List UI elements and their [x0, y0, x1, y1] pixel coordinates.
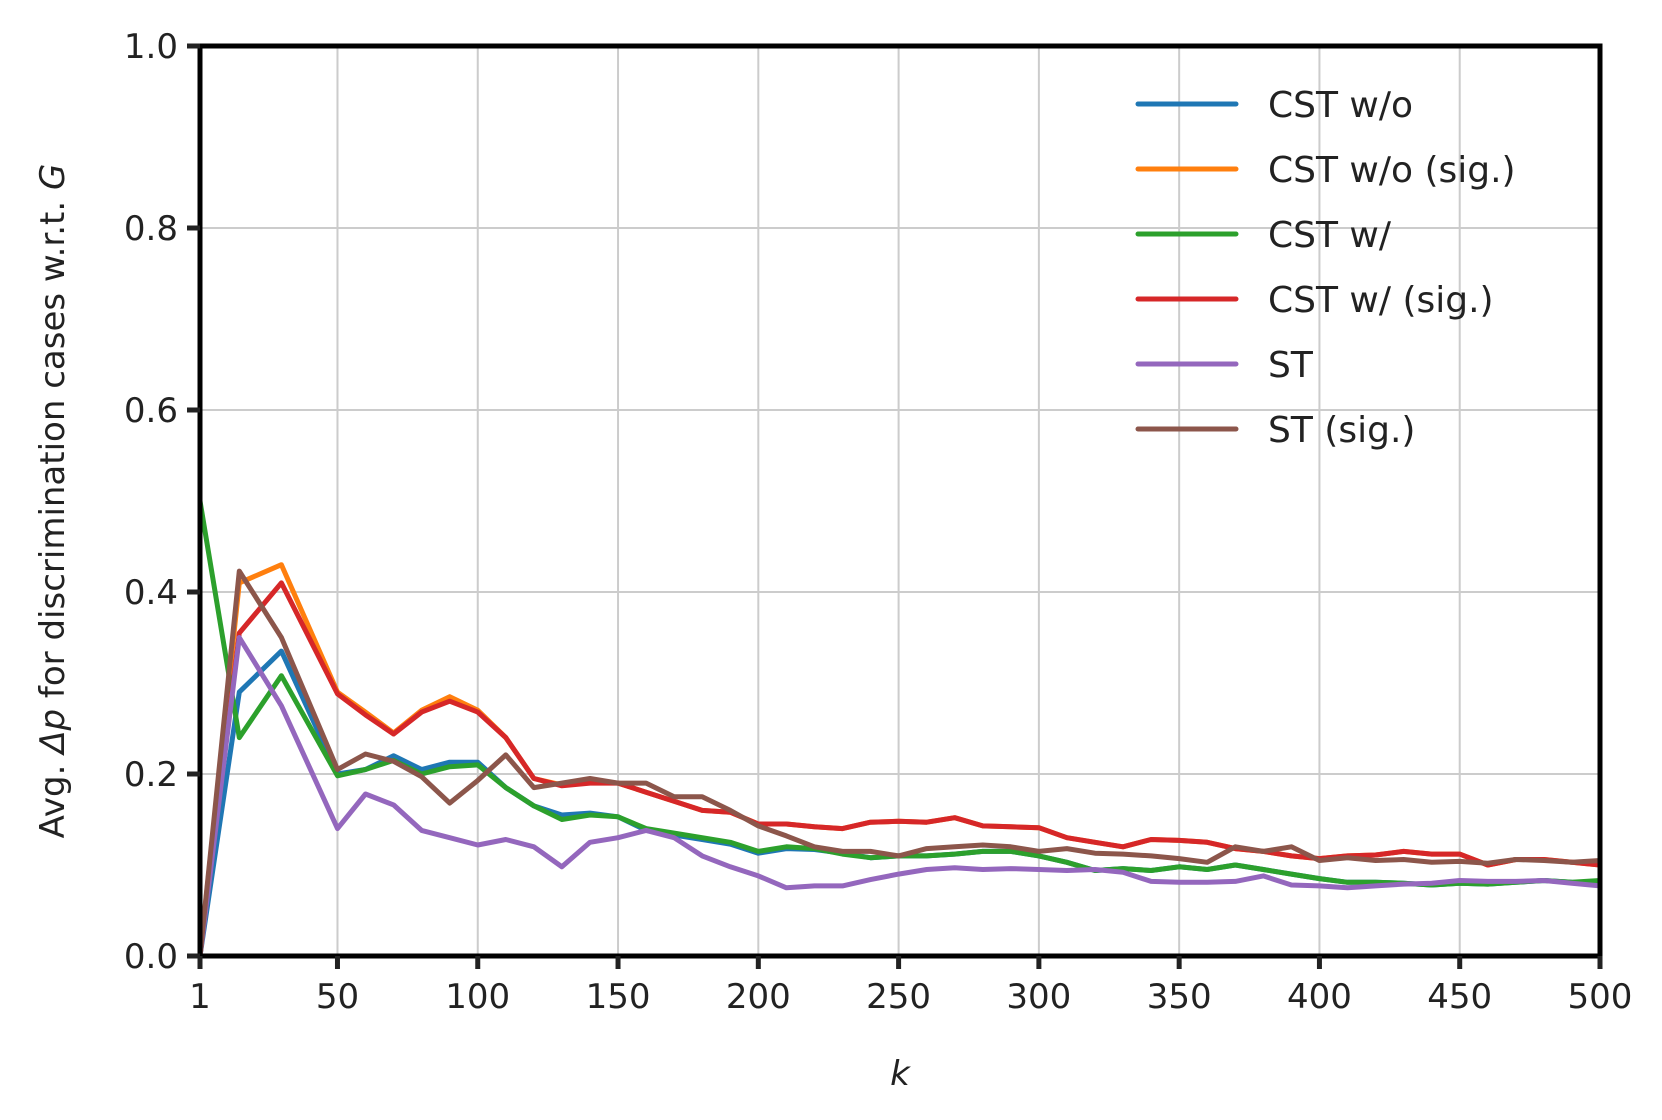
x-tick-label-4: 200 [726, 977, 791, 1017]
y-tick-label-1: 0.2 [124, 755, 178, 795]
legend: CST w/o CST w/o (sig.) CST w/CST w/ (sig.)… [1135, 85, 1516, 451]
x-tick-label-7: 350 [1147, 977, 1212, 1017]
legend-label-5: ST (sig.) [1268, 410, 1415, 451]
x-tick-label-6: 300 [1006, 977, 1071, 1017]
legend-label-1: CST w/o (sig.) [1268, 150, 1516, 191]
y-tick-label-2: 0.4 [124, 573, 178, 613]
y-tick-label-3: 0.6 [124, 391, 178, 431]
x-axis-label: k [890, 1054, 911, 1094]
y-tick-label-0: 0.0 [124, 937, 178, 977]
x-tick-label-9: 450 [1427, 977, 1492, 1017]
y-tick-label-5: 1.0 [124, 27, 178, 67]
x-tick-label-2: 100 [445, 977, 510, 1017]
axis-ticks [187, 43, 1603, 969]
y-tick-label-4: 0.8 [124, 209, 178, 249]
series-line-5 [197, 568, 1603, 959]
legend-label-3: CST w/ (sig.) [1268, 280, 1494, 321]
x-tick-label-1: 50 [316, 977, 359, 1017]
series-lines [197, 498, 1603, 959]
series-line-4 [197, 635, 1603, 959]
y-axis-label: Avg. Δp for discrimination cases w.r.t. … [33, 164, 73, 839]
legend-label-2: CST w/ [1268, 215, 1392, 256]
x-tick-label-5: 250 [866, 977, 931, 1017]
legend-label-0: CST w/o [1268, 85, 1413, 126]
x-tick-label-8: 400 [1287, 977, 1352, 1017]
series-line-3 [197, 580, 1603, 959]
x-tick-label-10: 500 [1568, 977, 1633, 1017]
x-tick-label-3: 150 [586, 977, 651, 1017]
x-tick-label-0: 1 [189, 977, 211, 1017]
legend-label-4: ST [1268, 345, 1314, 386]
series-line-2 [197, 498, 1603, 888]
y-tick-labels: 0.0 0.2 0.4 0.6 0.8 1.0 [124, 27, 178, 977]
x-tick-labels: 1 50 100 150 200 250 300 350 400 450 500 [189, 977, 1632, 1017]
